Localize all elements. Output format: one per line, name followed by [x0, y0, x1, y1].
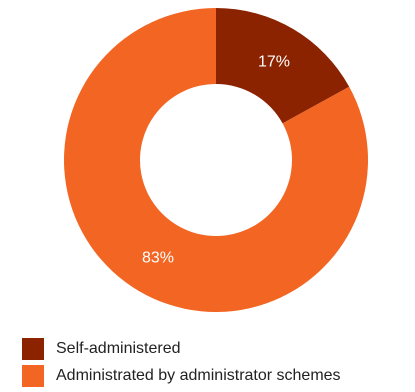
slice-self-administered: [216, 8, 350, 124]
legend-swatch-administrator-schemes: [22, 365, 44, 387]
slice-label-administrated-by-administrator-schemes: 83%: [142, 250, 174, 267]
legend-label-self-administered: Self-administered: [56, 340, 181, 357]
legend-swatch-self-administered: [22, 338, 44, 360]
chart-legend: Self-administered Administrated by admin…: [22, 338, 341, 392]
legend-item-self-administered: Self-administered: [22, 338, 341, 360]
slice-administrated-by-administrator-schemes: [63, 8, 368, 312]
legend-item-administrator-schemes: Administrated by administrator schemes: [22, 365, 341, 387]
legend-label-administrator-schemes: Administrated by administrator schemes: [56, 367, 341, 384]
donut-chart: 17% 83%: [63, 8, 368, 312]
slice-label-self-administered: 17%: [258, 53, 290, 70]
